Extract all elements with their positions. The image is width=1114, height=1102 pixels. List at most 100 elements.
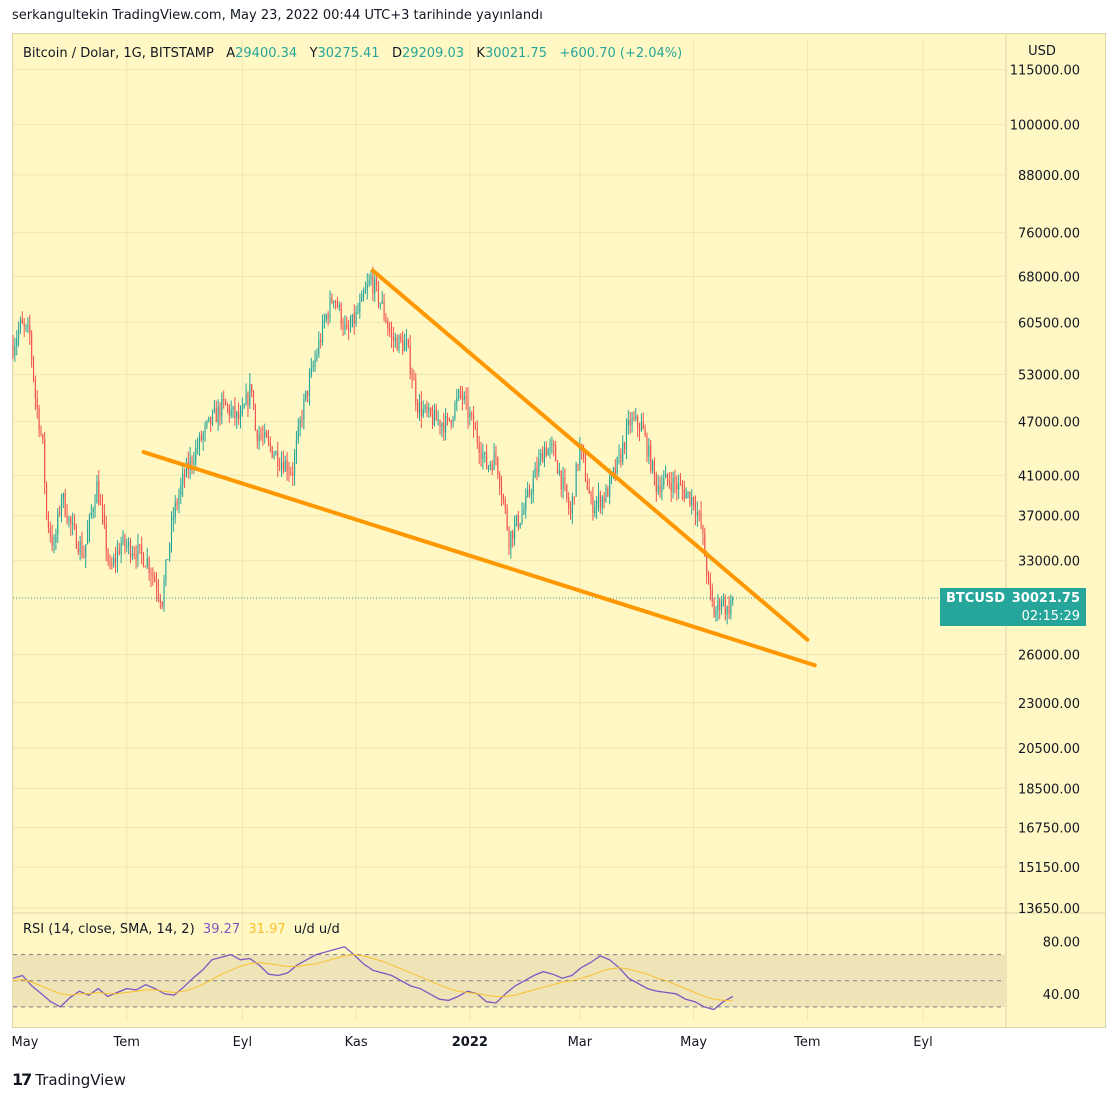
candle-body — [174, 502, 176, 517]
candle-body — [228, 406, 230, 416]
candle-body — [230, 409, 232, 416]
open-label: A — [226, 46, 236, 61]
candle-body — [167, 559, 169, 561]
candle-body — [545, 447, 547, 456]
candle-body — [258, 435, 260, 442]
candle-body — [169, 543, 171, 560]
candle-body — [409, 346, 411, 374]
candle-body — [336, 302, 339, 308]
candle-body — [87, 530, 89, 545]
candle-body — [450, 420, 452, 424]
rsi-tick-label: 80.00 — [1043, 936, 1080, 951]
candle-body — [515, 515, 518, 524]
candle-body — [94, 503, 96, 510]
candle-body — [435, 409, 437, 421]
rsi-tick-label: 40.00 — [1043, 988, 1080, 1003]
candle-body — [129, 541, 132, 557]
price-tick-label: 26000.00 — [1018, 649, 1080, 664]
candle-body — [562, 477, 564, 489]
candle-body — [279, 466, 281, 468]
candle-body — [596, 501, 598, 508]
candle-body — [549, 444, 551, 449]
candle-body — [133, 554, 135, 556]
candle-body — [232, 406, 234, 410]
candle-body — [66, 515, 68, 523]
tradingview-footer[interactable]: 17 TradingView — [12, 1070, 126, 1089]
candle-body — [689, 491, 691, 505]
candle-body — [320, 340, 322, 342]
time-tick-label: Mar — [568, 1035, 593, 1050]
candle-body — [156, 581, 158, 590]
candle-body — [321, 320, 324, 342]
candle-body — [618, 454, 620, 458]
candle-body — [445, 415, 447, 433]
candle-body — [657, 486, 659, 492]
candle-body — [180, 485, 182, 496]
candle-body — [208, 416, 210, 422]
rsi-legend: RSI (14, close, SMA, 14, 2) 39.27 31.97 … — [23, 922, 340, 937]
candle-body — [558, 470, 560, 474]
candle-body — [584, 458, 587, 482]
candle-body — [452, 418, 454, 424]
candle-body — [702, 526, 704, 534]
candle-body — [605, 488, 607, 502]
candle-body — [280, 461, 283, 468]
price-tag-price: 30021.75 — [1011, 590, 1080, 606]
candle-body — [700, 512, 702, 527]
candle-body — [484, 452, 486, 454]
candle-body — [239, 414, 242, 420]
candle-body — [383, 300, 385, 317]
candle-body — [573, 496, 575, 498]
candle-body — [486, 452, 488, 469]
candle-body — [234, 406, 236, 418]
candle-body — [553, 444, 555, 446]
candle-body — [202, 433, 204, 441]
candle-body — [109, 561, 111, 566]
candle-body — [29, 325, 31, 335]
candle-body — [489, 464, 491, 466]
open-value: 29400.34 — [235, 46, 298, 61]
candle-body — [387, 322, 389, 329]
candle-body — [27, 325, 29, 327]
candle-body — [583, 449, 585, 459]
close-label: K — [476, 46, 485, 61]
candle-body — [251, 384, 253, 392]
candle-body — [665, 473, 667, 479]
candle-body — [646, 435, 648, 457]
candle-body — [433, 409, 435, 426]
time-tick-label: 2022 — [452, 1035, 488, 1050]
candle-body — [674, 477, 676, 484]
candle-body — [372, 276, 374, 294]
candle-body — [314, 359, 316, 366]
candle-body — [446, 415, 449, 418]
candle-body — [694, 505, 697, 516]
candle-body — [597, 493, 600, 502]
candle-body — [135, 554, 137, 560]
candle-body — [351, 314, 353, 327]
candle-body — [499, 474, 501, 488]
price-axis: USD 115000.00 100000.00 88000.00 76000.00 680… — [1010, 44, 1080, 1003]
candle-body — [118, 550, 120, 554]
candle-body — [221, 398, 223, 418]
candle-body — [361, 294, 363, 302]
candle-body — [342, 324, 344, 330]
candle-body — [159, 596, 161, 602]
chart-area[interactable] — [12, 33, 1106, 1028]
candle-body — [36, 398, 38, 409]
candle-body — [83, 555, 85, 558]
candle-body — [527, 489, 529, 497]
price-tag-timer: 02:15:29 — [1021, 608, 1080, 624]
candle-body — [704, 533, 706, 557]
price-tick-label: 37000.00 — [1018, 510, 1080, 525]
candle-body — [225, 399, 227, 406]
candle-body — [53, 541, 55, 546]
candle-body — [116, 550, 118, 562]
candle-body — [271, 446, 273, 458]
candle-body — [528, 489, 531, 495]
candle-body — [292, 472, 294, 476]
candle-body — [111, 565, 113, 567]
candle-body — [25, 325, 27, 327]
candle-body — [458, 390, 460, 398]
price-tick-label: 20500.00 — [1018, 742, 1080, 757]
